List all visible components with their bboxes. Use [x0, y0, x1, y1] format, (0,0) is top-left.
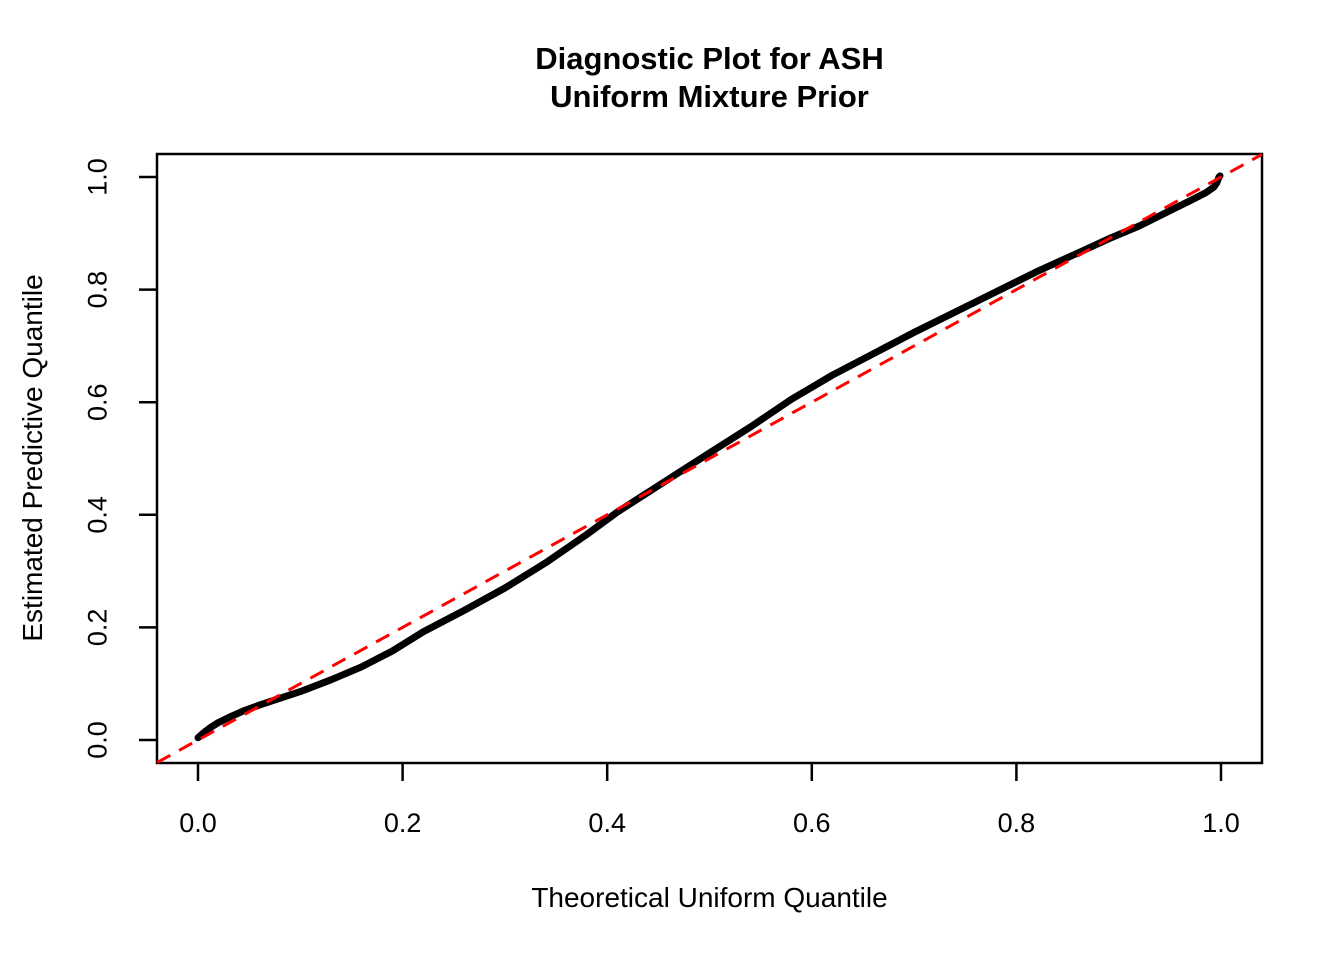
y-tick-label: 0.0 [82, 721, 112, 759]
y-tick-label: 0.8 [82, 271, 112, 309]
y-tick-label: 0.2 [82, 609, 112, 647]
chart-title-line1: Diagnostic Plot for ASH [535, 41, 884, 76]
y-tick-label: 0.6 [82, 383, 112, 421]
x-axis-label: Theoretical Uniform Quantile [531, 882, 888, 913]
x-tick-label: 0.2 [384, 808, 422, 838]
y-tick-label: 1.0 [82, 158, 112, 196]
x-tick-label: 0.6 [793, 808, 831, 838]
qq-curve [194, 172, 1224, 742]
y-tick-label: 0.4 [82, 496, 112, 534]
x-tick-label: 1.0 [1202, 808, 1240, 838]
chart-title: Diagnostic Plot for ASH Uniform Mixture … [157, 40, 1262, 116]
identity-reference-line [156, 153, 1263, 764]
chart-title-line2: Uniform Mixture Prior [550, 79, 869, 114]
x-tick-label: 0.0 [179, 808, 217, 838]
y-axis-label: Estimated Predictive Quantile [17, 274, 48, 642]
x-tick-label: 0.8 [998, 808, 1036, 838]
plot-frame [155, 152, 1264, 765]
x-tick-label: 0.4 [588, 808, 626, 838]
